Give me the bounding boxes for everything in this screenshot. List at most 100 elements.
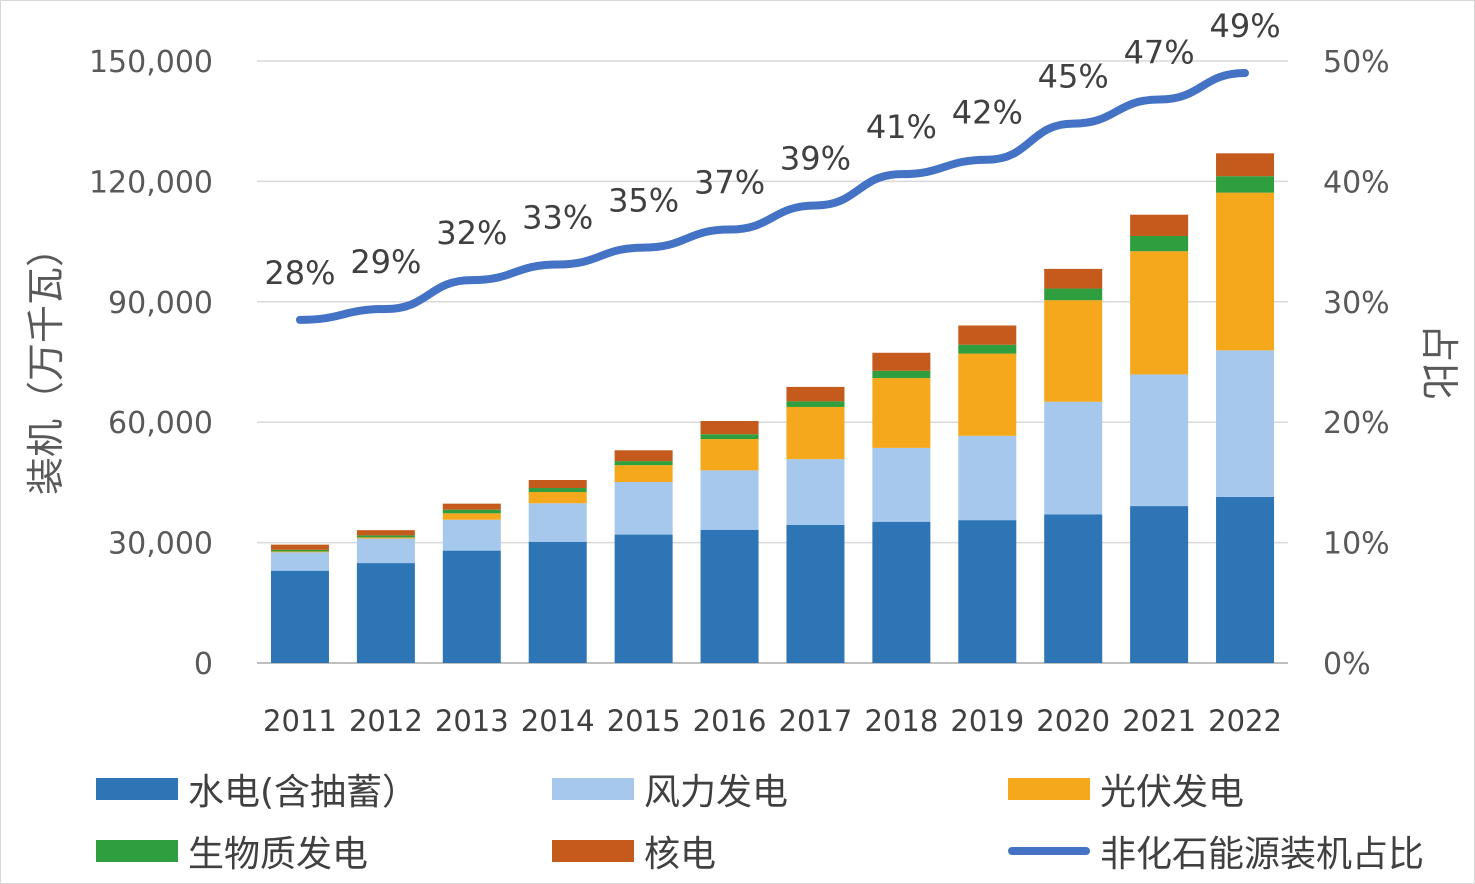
x-tick-label: 2019 — [950, 704, 1024, 738]
bar-segment — [786, 386, 845, 402]
legend-item-solar: 光伏发电 — [1008, 759, 1244, 819]
y2-tick-label: 40% — [1323, 165, 1390, 200]
y-tick-label: 60,000 — [108, 406, 213, 441]
bar-group-风力发电 — [270, 350, 1275, 571]
share-data-label: 28% — [264, 254, 335, 292]
share-data-label: 39% — [780, 139, 851, 177]
bar-segment — [700, 420, 759, 435]
legend-label-hydro: 水电(含抽蓄） — [188, 772, 419, 813]
bar-segment — [1044, 514, 1103, 663]
bar-segment — [786, 406, 845, 460]
bar-segment — [1216, 350, 1275, 497]
bar-segment — [356, 537, 415, 539]
bar-group-光伏发电 — [270, 192, 1275, 553]
chart-legend: 水电(含抽蓄） 风力发电 光伏发电 生物质发电 核电 非化石能源装机占比 — [1, 751, 1475, 881]
gridlines — [257, 60, 1288, 664]
share-data-label: 41% — [866, 108, 937, 146]
y-tick-label: 150,000 — [89, 45, 213, 80]
bar-segment — [270, 570, 329, 663]
bar-segment — [270, 549, 329, 552]
y2-tick-label: 20% — [1323, 406, 1390, 441]
bar-segment — [356, 563, 415, 663]
bar-segment — [528, 503, 587, 542]
x-tick-label: 2022 — [1208, 704, 1282, 738]
bar-segment — [872, 352, 931, 371]
legend-swatch-biomass — [96, 840, 178, 862]
bar-segment — [270, 551, 329, 553]
bar-segment — [356, 538, 415, 564]
bar-segment — [1044, 268, 1103, 289]
share-data-label: 45% — [1038, 58, 1109, 96]
legend-label-nuclear: 核电 — [644, 834, 717, 875]
share-data-label: 35% — [608, 182, 679, 220]
bar-segment — [442, 503, 501, 510]
bar-segment — [614, 534, 673, 663]
bar-segment — [270, 544, 329, 550]
x-tick-label: 2015 — [607, 704, 681, 738]
bar-series — [270, 153, 1275, 663]
y2-axis-title: 占比 — [1417, 324, 1461, 400]
bar-segment — [700, 439, 759, 471]
bar-segment — [1130, 374, 1189, 507]
bar-segment — [1216, 176, 1275, 193]
bar-segment — [1130, 235, 1189, 252]
y2-tick-label: 50% — [1323, 45, 1390, 80]
bar-segment — [270, 552, 329, 571]
share-data-label: 32% — [436, 214, 507, 252]
bar-segment — [700, 434, 759, 440]
bar-segment — [958, 435, 1017, 521]
bar-segment — [1044, 288, 1103, 301]
legend-item-biomass: 生物质发电 — [96, 821, 368, 881]
bar-segment — [1130, 506, 1189, 663]
legend-item-share: 非化石能源装机占比 — [1008, 821, 1424, 881]
bar-segment — [614, 461, 673, 466]
bar-segment — [1216, 153, 1275, 177]
x-tick-label: 2014 — [521, 704, 595, 738]
bar-segment — [356, 530, 415, 536]
bar-segment — [442, 550, 501, 663]
bar-segment — [958, 325, 1017, 345]
share-data-label: 29% — [350, 243, 421, 281]
bar-segment — [1216, 496, 1275, 663]
legend-swatch-nuclear — [552, 840, 634, 862]
legend-label-wind: 风力发电 — [644, 772, 789, 813]
bar-group-生物质发电 — [270, 176, 1275, 552]
chart-plot: 28% 29% 32% 33% 35% 37% 39% 41% 42% 45% 47% 49% 0 0%… — [24, 7, 1461, 738]
bar-segment — [1044, 401, 1103, 515]
legend-swatch-wind — [552, 778, 634, 800]
bar-segment — [872, 378, 931, 448]
legend-swatch-hydro — [96, 778, 178, 800]
y-axis-title: 装机（万千瓦） — [24, 229, 68, 495]
x-tick-label: 2012 — [349, 704, 423, 738]
share-data-label: 49% — [1209, 7, 1280, 45]
y-tick-label: 120,000 — [89, 165, 213, 200]
y-tick-label: 0 — [194, 647, 213, 682]
bar-segment — [700, 470, 759, 530]
legend-label-share: 非化石能源装机占比 — [1100, 834, 1425, 875]
axes: 0 0% 30,000 10% 60,000 20% 90,000 30% 120,000 40%… — [24, 45, 1461, 738]
bar-segment — [356, 535, 415, 538]
y2-tick-label: 30% — [1323, 286, 1390, 321]
y-tick-label: 90,000 — [108, 286, 213, 321]
share-data-label: 42% — [952, 94, 1023, 132]
x-tick-label: 2021 — [1122, 704, 1196, 738]
legend-item-nuclear: 核电 — [552, 821, 716, 881]
bar-segment — [442, 519, 501, 551]
bar-segment — [528, 488, 587, 493]
bar-segment — [958, 344, 1017, 354]
bar-group-核电 — [270, 153, 1275, 550]
legend-label-solar: 光伏发电 — [1100, 772, 1245, 813]
bar-segment — [528, 492, 587, 504]
bar-segment — [1130, 251, 1189, 375]
legend-swatch-solar — [1008, 778, 1090, 800]
legend-item-wind: 风力发电 — [552, 759, 788, 819]
legend-label-biomass: 生物质发电 — [188, 834, 369, 875]
x-tick-label: 2018 — [864, 704, 938, 738]
share-line-series — [295, 69, 1250, 324]
x-tick-label: 2020 — [1036, 704, 1110, 738]
bar-segment — [872, 370, 931, 379]
bar-segment — [528, 541, 587, 663]
bar-segment — [1216, 192, 1275, 351]
bar-segment — [786, 401, 845, 407]
